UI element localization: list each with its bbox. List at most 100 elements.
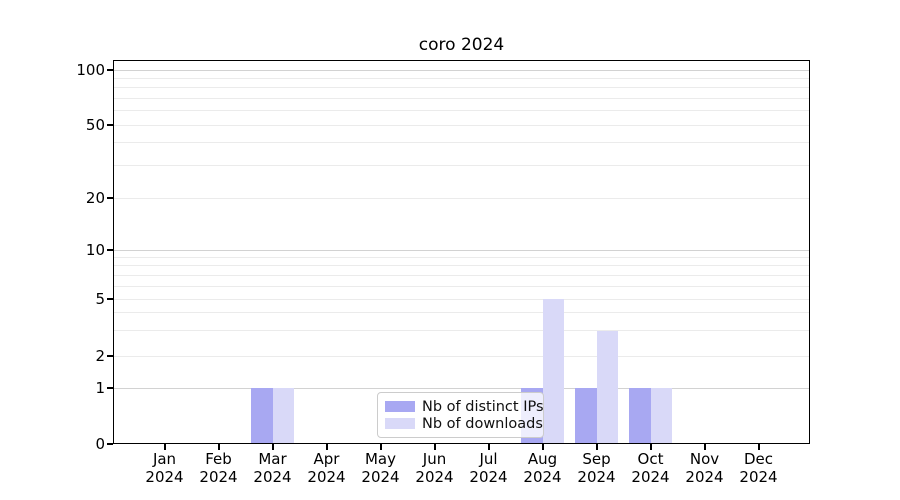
gridline-90: [113, 77, 810, 79]
x-tick-label-jul: Jul 2024: [447, 450, 531, 486]
bar-nb-of-downloads-oct: [650, 388, 672, 444]
y-tick-label-2: 2: [95, 347, 105, 365]
x-tick-label-month: Aug: [527, 450, 558, 468]
x-tick-mark-dec: [757, 444, 760, 450]
x-tick-label-year: 2024: [739, 468, 778, 486]
legend-item-nb-of-distinct-ips: Nb of distinct IPs: [385, 398, 544, 415]
bar-nb-of-distinct-ips-oct: [629, 388, 651, 444]
x-tick-label-year: 2024: [415, 468, 454, 486]
x-tick-mark-mar: [271, 444, 274, 450]
y-tick-label-20: 20: [85, 189, 105, 207]
bar-nb-of-downloads-sep: [596, 330, 618, 444]
x-tick-label-may: May 2024: [339, 450, 423, 486]
x-tick-label-year: 2024: [577, 468, 616, 486]
x-tick-label-month: Sep: [582, 450, 611, 468]
gridline-30: [113, 165, 810, 167]
gridline-8: [113, 265, 810, 267]
x-tick-label-year: 2024: [685, 468, 724, 486]
y-tick-mark-5: [107, 298, 113, 300]
bar-nb-of-downloads-mar: [272, 388, 294, 444]
legend-swatch-nb-of-downloads: [385, 418, 415, 429]
y-tick-label-10: 10: [85, 241, 105, 259]
x-tick-label-jun: Jun 2024: [393, 450, 477, 486]
x-tick-mark-nov: [703, 444, 706, 450]
x-tick-label-month: Oct: [637, 450, 664, 468]
x-tick-label-feb: Feb 2024: [177, 450, 261, 486]
gridline-100: [113, 69, 810, 71]
x-tick-label-year: 2024: [361, 468, 400, 486]
x-tick-label-year: 2024: [307, 468, 346, 486]
y-tick-mark-20: [107, 197, 113, 199]
legend: Nb of distinct IPs Nb of downloads: [377, 392, 544, 438]
x-tick-label-mar: Mar 2024: [231, 450, 315, 486]
x-tick-label-year: 2024: [199, 468, 238, 486]
x-tick-mark-jul: [487, 444, 490, 450]
x-tick-label-month: Jul: [479, 450, 498, 468]
gridline-80: [113, 87, 810, 89]
x-tick-mark-jan: [163, 444, 166, 450]
bar-nb-of-downloads-aug: [542, 299, 564, 444]
x-tick-label-month: Feb: [205, 450, 232, 468]
y-tick-mark-50: [107, 124, 113, 126]
x-tick-mark-oct: [649, 444, 652, 450]
legend-swatch-nb-of-distinct-ips: [385, 401, 415, 412]
gridline-40: [113, 142, 810, 144]
gridline-20: [113, 197, 810, 199]
y-tick-label-1: 1: [95, 379, 105, 397]
x-tick-label-year: 2024: [145, 468, 184, 486]
gridline-2: [113, 355, 810, 357]
bar-nb-of-distinct-ips-mar: [251, 388, 273, 444]
x-tick-label-year: 2024: [523, 468, 562, 486]
x-tick-label-month: Apr: [313, 450, 340, 468]
gridline-7: [113, 274, 810, 276]
x-tick-label-aug: Aug 2024: [501, 450, 585, 486]
gridline-10: [113, 249, 810, 251]
x-tick-label-month: May: [364, 450, 396, 468]
x-tick-label-month: Mar: [258, 450, 287, 468]
plot-area: Nb of distinct IPs Nb of downloads: [113, 60, 810, 444]
x-tick-label-month: Nov: [689, 450, 720, 468]
y-tick-label-50: 50: [85, 116, 105, 134]
x-tick-label-sep: Sep 2024: [555, 450, 639, 486]
legend-label: Nb of downloads: [422, 415, 543, 432]
gridline-70: [113, 97, 810, 99]
x-tick-label-nov: Nov 2024: [663, 450, 747, 486]
gridline-60: [113, 110, 810, 112]
x-tick-label-month: Jan: [152, 450, 177, 468]
x-tick-label-dec: Dec 2024: [717, 450, 801, 486]
gridline-9: [113, 256, 810, 258]
y-tick-label-5: 5: [95, 290, 105, 308]
x-tick-label-year: 2024: [469, 468, 508, 486]
x-tick-mark-apr: [325, 444, 328, 450]
y-tick-mark-100: [107, 69, 113, 71]
x-tick-label-month: Jun: [422, 450, 447, 468]
plot-border: [113, 60, 810, 444]
legend-item-nb-of-downloads: Nb of downloads: [385, 415, 543, 432]
y-tick-mark-2: [107, 355, 113, 357]
gridline-3: [113, 330, 810, 332]
y-tick-mark-1: [107, 387, 113, 389]
x-tick-label-year: 2024: [631, 468, 670, 486]
x-tick-label-month: Dec: [743, 450, 774, 468]
x-tick-mark-jun: [433, 444, 436, 450]
x-tick-mark-may: [379, 444, 382, 450]
gridline-6: [113, 285, 810, 287]
y-tick-label-100: 100: [76, 61, 105, 79]
chart-title: coro 2024: [418, 35, 505, 55]
x-tick-label-apr: Apr 2024: [285, 450, 369, 486]
x-tick-mark-aug: [541, 444, 544, 450]
legend-label: Nb of distinct IPs: [422, 398, 544, 415]
y-tick-label-0: 0: [95, 435, 105, 453]
y-tick-mark-0: [107, 443, 113, 445]
gridline-4: [113, 312, 810, 314]
x-tick-mark-feb: [217, 444, 220, 450]
bar-nb-of-distinct-ips-sep: [575, 388, 597, 444]
gridline-50: [113, 124, 810, 126]
x-tick-mark-sep: [595, 444, 598, 450]
y-tick-mark-10: [107, 249, 113, 251]
x-tick-label-oct: Oct 2024: [609, 450, 693, 486]
x-tick-label-jan: Jan 2024: [123, 450, 207, 486]
gridline-5: [113, 298, 810, 300]
gridline-1: [113, 387, 810, 389]
